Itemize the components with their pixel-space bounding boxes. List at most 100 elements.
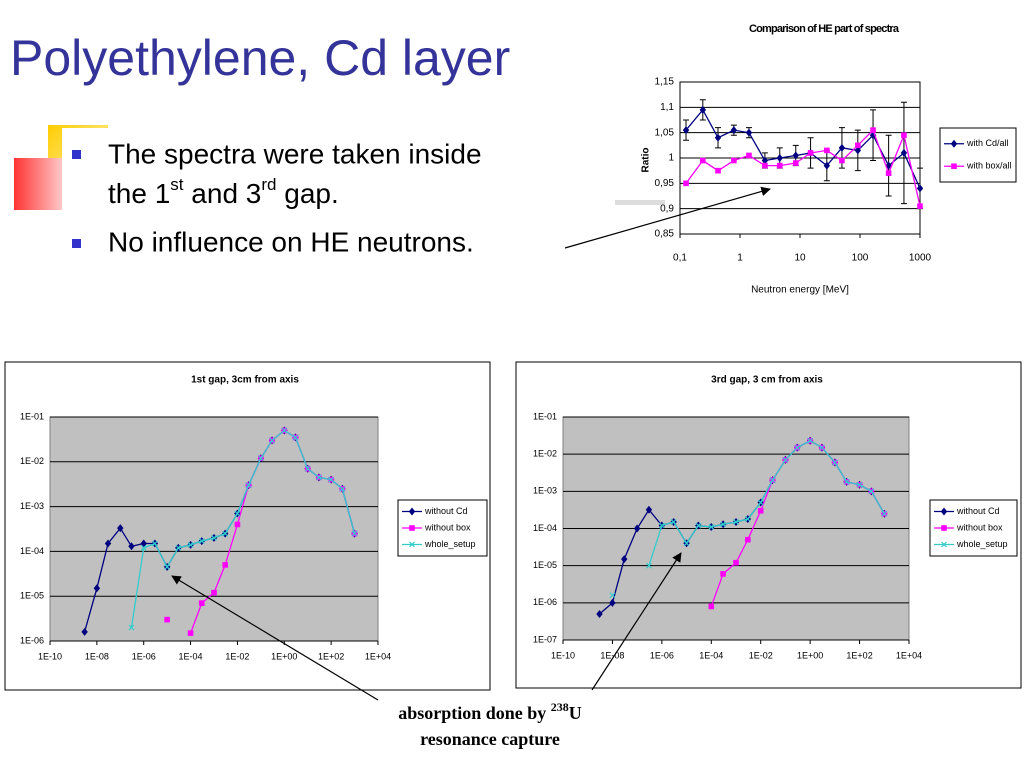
- data-point: [916, 184, 924, 193]
- data-point: [950, 139, 958, 148]
- data-point: [715, 167, 721, 174]
- data-point: [885, 161, 892, 170]
- y-axis-label: Ratio: [641, 148, 652, 173]
- y-tick-label: 1E-07: [533, 634, 557, 644]
- data-point: [869, 131, 877, 140]
- data-point: [621, 555, 628, 564]
- bullet-text: No influence on HE neutrons.: [108, 226, 474, 257]
- data-point: [708, 524, 715, 530]
- data-point: [175, 544, 182, 551]
- data-point: [819, 444, 825, 451]
- data-point: [900, 148, 908, 157]
- x-tick-label: 0,1: [673, 253, 687, 264]
- legend-label: with box/all: [966, 161, 1012, 171]
- x-tick-label: 1E-06: [650, 650, 674, 660]
- data-point: [683, 180, 689, 187]
- data-point: [683, 540, 690, 547]
- data-point: [328, 476, 335, 483]
- bullet-text: the 1st and 3rd gap.: [108, 175, 339, 209]
- data-point: [885, 170, 892, 176]
- data-point: [211, 534, 217, 541]
- legend-label: without Cd: [424, 506, 468, 516]
- text: U: [569, 703, 582, 723]
- data-point: [128, 624, 135, 631]
- data-point: [733, 519, 739, 525]
- y-tick-label: 1E-01: [533, 411, 557, 421]
- y-tick-label: 1E-03: [20, 501, 44, 511]
- data-point: [187, 541, 194, 548]
- y-tick-label: 1E-06: [533, 597, 557, 607]
- data-point: [670, 519, 677, 525]
- y-tick-label: 1E-01: [20, 411, 44, 421]
- data-point: [941, 525, 947, 531]
- data-point: [408, 507, 416, 516]
- data-point: [104, 539, 112, 548]
- data-point: [776, 154, 783, 162]
- data-point: [794, 444, 801, 451]
- x-tick-label: 1E-10: [38, 651, 62, 661]
- y-tick-label: 0,85: [655, 229, 675, 240]
- data-point: [198, 538, 205, 545]
- arrow: [591, 552, 682, 691]
- data-point: [700, 157, 706, 164]
- data-point: [807, 437, 814, 444]
- arrow: [564, 186, 771, 249]
- data-point: [870, 127, 876, 133]
- data-point: [633, 524, 641, 533]
- data-point: [757, 499, 764, 506]
- x-tick-label: 1E-08: [85, 651, 109, 661]
- data-point: [117, 524, 124, 533]
- text-panel: [62, 128, 582, 268]
- data-point: [733, 559, 739, 566]
- x-tick-label: 1E-04: [179, 651, 203, 661]
- text: gap.: [277, 178, 339, 209]
- data-point: [682, 126, 690, 135]
- data-point: [762, 162, 768, 169]
- data-point: [257, 455, 264, 462]
- x-tick-label: 1E-02: [749, 650, 773, 660]
- y-tick-label: 1E-02: [533, 449, 557, 459]
- data-point: [234, 510, 241, 517]
- data-point: [140, 544, 147, 551]
- data-point: [782, 456, 789, 463]
- text: the 1: [108, 178, 170, 209]
- data-point: [839, 157, 845, 164]
- data-point: [128, 542, 135, 551]
- data-point: [807, 150, 814, 156]
- y-tick-label: 1,1: [660, 102, 674, 113]
- data-point: [596, 610, 603, 619]
- data-point: [854, 146, 862, 155]
- data-point: [776, 162, 783, 169]
- superscript: 238: [551, 700, 569, 714]
- x-tick-label: 1E-02: [225, 651, 249, 661]
- bullet: [72, 239, 81, 248]
- chart-title: 1st gap, 3cm from axis: [191, 375, 299, 386]
- data-point: [731, 157, 737, 164]
- data-point: [940, 507, 948, 516]
- data-point: [951, 163, 957, 170]
- x-tick-label: 1000: [909, 253, 932, 264]
- data-point: [746, 152, 752, 159]
- legend-label: without box: [424, 522, 471, 532]
- y-tick-label: 1E-02: [20, 456, 44, 466]
- data-point: [234, 521, 241, 528]
- data-point: [222, 530, 229, 537]
- data-point: [730, 126, 738, 135]
- y-tick-label: 0,95: [655, 178, 675, 189]
- y-tick-label: 1E-04: [533, 523, 557, 533]
- y-tick-label: 1E-05: [533, 560, 557, 570]
- text: absorption done by: [398, 703, 551, 723]
- plot-area: [49, 416, 379, 642]
- data-point: [269, 437, 275, 444]
- data-point: [714, 133, 722, 142]
- chart-title: 3rd gap, 3 cm from axis: [711, 375, 823, 386]
- data-point: [901, 132, 907, 138]
- data-point: [792, 160, 799, 166]
- data-point: [222, 562, 228, 568]
- data-point: [917, 203, 923, 209]
- data-point: [757, 507, 764, 514]
- data-point: [351, 530, 358, 537]
- y-tick-label: 0,9: [660, 203, 674, 214]
- data-point: [409, 525, 415, 531]
